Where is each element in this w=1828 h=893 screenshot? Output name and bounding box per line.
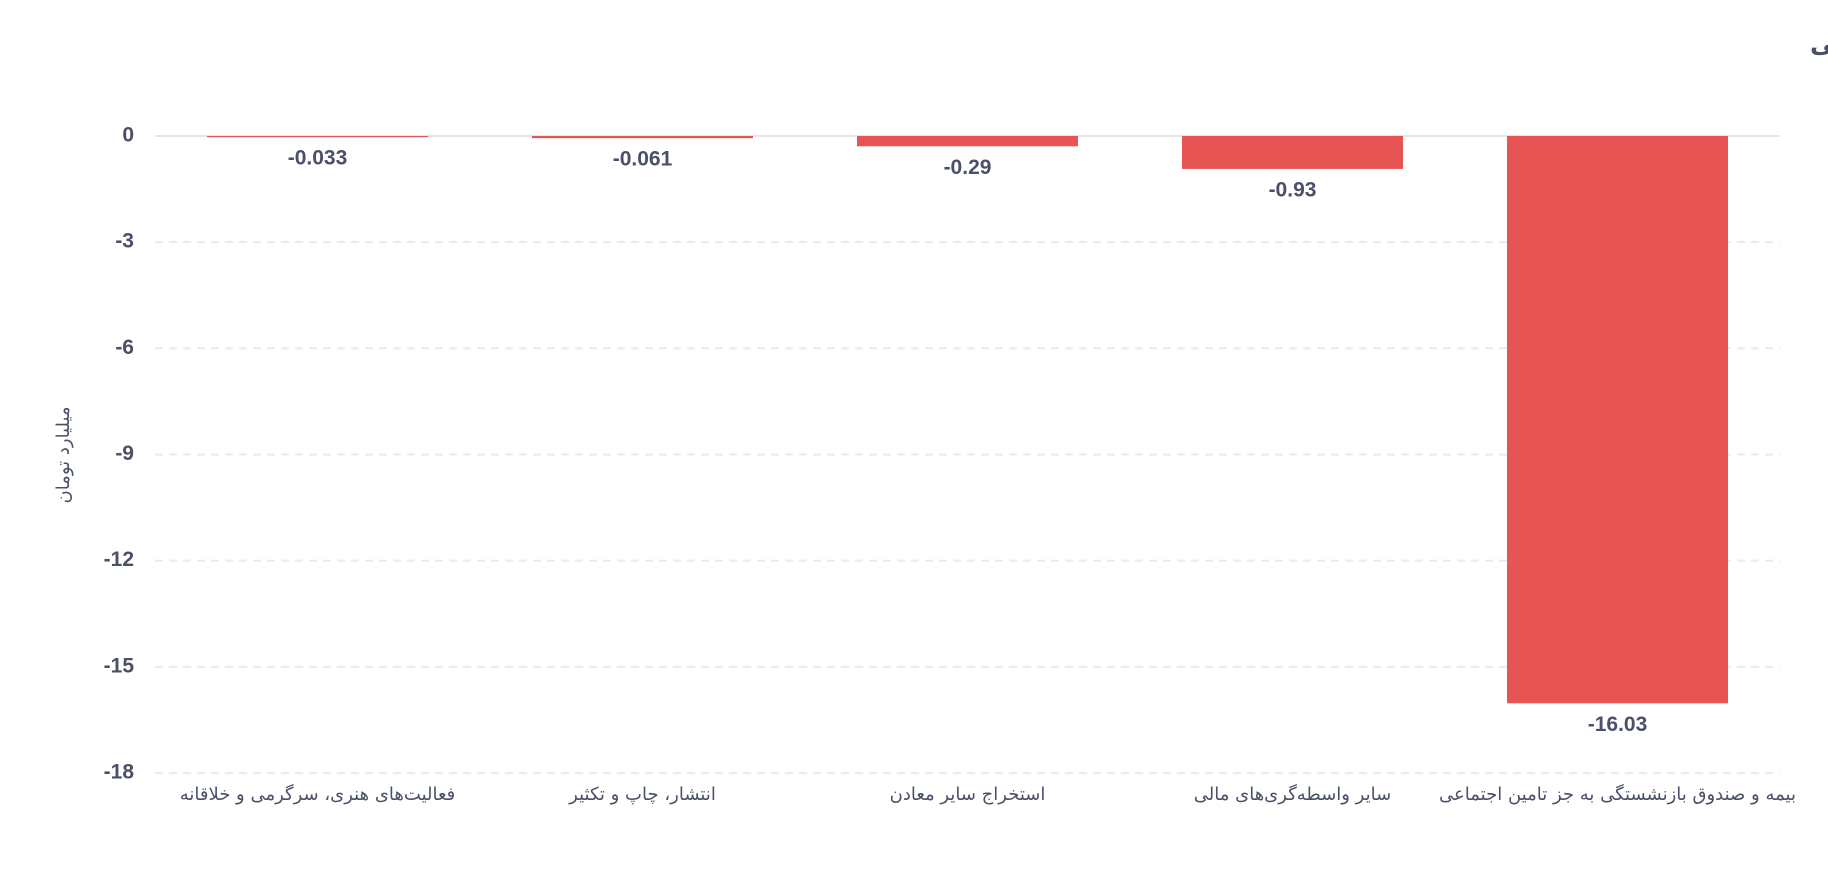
y-tick-label: -6 [115, 336, 134, 359]
bar [207, 136, 428, 138]
y-tick-label: -18 [104, 761, 135, 784]
y-tick-label: -9 [115, 442, 134, 465]
y-tick-label: -3 [115, 230, 134, 253]
bar [1507, 136, 1728, 704]
bar [1182, 136, 1403, 169]
value-label: -16.03 [1588, 713, 1648, 736]
y-tick-label: 0 [122, 124, 134, 147]
x-tick-label: استخراج سایر معادن [890, 784, 1046, 805]
value-label: -0.93 [1269, 178, 1317, 201]
y-tick-label: -15 [104, 654, 135, 677]
value-label: -0.29 [944, 156, 992, 179]
x-tick-label: سایر واسطه‌گری‌های مالی [1194, 783, 1391, 805]
chart-title: صنایع با بیشترین خروج پول حقیقی [1810, 29, 1828, 59]
y-tick-label: -12 [104, 548, 134, 571]
x-tick-label: انتشار، چاپ و تکثیر [568, 784, 716, 805]
bar [857, 136, 1078, 147]
x-tick-label: بیمه و صندوق بازنشستگی به جز تامین اجتما… [1439, 783, 1796, 805]
value-label: -0.033 [288, 147, 348, 170]
y-axis-title: میلیارد تومان [53, 406, 74, 503]
bar [532, 136, 753, 139]
value-label: -0.061 [613, 148, 673, 171]
x-tick-label: فعالیت‌های هنری، سرگرمی و خلاقانه [180, 783, 456, 805]
